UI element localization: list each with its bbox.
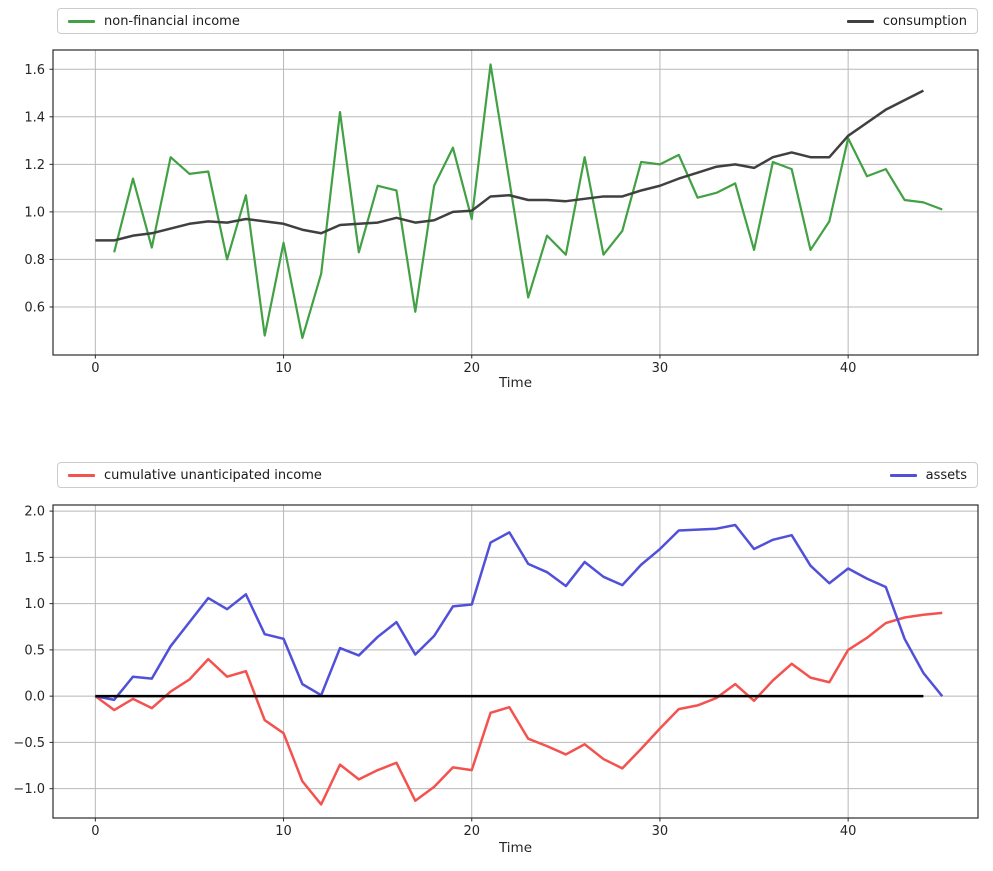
consumption-line-swatch-icon (846, 19, 874, 23)
x-tick-label: 20 (463, 361, 480, 376)
top-chart-legend: non-financial income consumption (57, 8, 978, 34)
y-tick-label: 1.0 (24, 205, 45, 220)
cumulative-income-assets-plot: 0 10 20 30 40 −1.0 −0.5 0.0 0.5 1.0 1.5 2.0 (13, 504, 979, 839)
x-tick-label: 40 (840, 824, 857, 839)
y-tick-label: 0.6 (24, 300, 45, 315)
legend-label-consumption: consumption (882, 13, 967, 29)
income-line-swatch-icon (68, 19, 95, 23)
x-tick-label: 10 (275, 361, 292, 376)
y-tick-label: 0.8 (24, 253, 45, 268)
cumulative-income-line-swatch-icon (68, 473, 95, 477)
legend-label-non-financial-income: non-financial income (104, 13, 240, 29)
y-tick-label: 1.4 (24, 110, 45, 125)
x-tick-label: 30 (652, 824, 669, 839)
x-tick-label: 30 (652, 361, 669, 376)
assets-line-swatch-icon (889, 473, 917, 477)
bottom-chart-x-axis-label: Time (498, 840, 533, 856)
y-tick-label: −1.0 (13, 782, 45, 797)
series-line-non-financial-income (113, 63, 943, 339)
income-consumption-plot: 0 10 20 30 40 0.6 0.8 1.0 1.2 1.4 1.6 (24, 49, 979, 376)
series-line-assets (95, 523, 944, 702)
axes-frame (52, 504, 979, 819)
y-tick-label: 0.0 (24, 690, 45, 705)
y-tick-label: 1.6 (24, 63, 45, 78)
series-line-consumption (95, 89, 924, 242)
y-tick-label: 2.0 (24, 505, 45, 520)
legend-label-assets: assets (925, 467, 967, 483)
bottom-chart-legend: cumulative unanticipated income assets (57, 462, 978, 488)
y-tick-label: 1.0 (24, 597, 45, 612)
y-tick-label: 1.2 (24, 158, 45, 173)
legend-item-assets: assets (889, 467, 967, 483)
legend-label-cumulative-unanticipated-income: cumulative unanticipated income (104, 467, 322, 483)
x-tick-label: 20 (463, 824, 480, 839)
y-tick-label: 0.5 (24, 643, 45, 658)
top-chart-x-axis-label: Time (498, 375, 533, 391)
legend-item-consumption: consumption (846, 13, 967, 29)
y-tick-label: 1.5 (24, 551, 45, 566)
legend-item-non-financial-income: non-financial income (68, 15, 240, 28)
series-line-cumulative-unanticipated-income (94, 611, 943, 806)
x-tick-label: 10 (275, 824, 292, 839)
x-tick-label: 0 (91, 824, 99, 839)
axes-frame (52, 49, 979, 356)
y-tick-label: −0.5 (13, 736, 45, 751)
x-tick-label: 0 (91, 361, 99, 376)
legend-item-cumulative-unanticipated-income: cumulative unanticipated income (68, 469, 322, 482)
x-tick-label: 40 (840, 361, 857, 376)
